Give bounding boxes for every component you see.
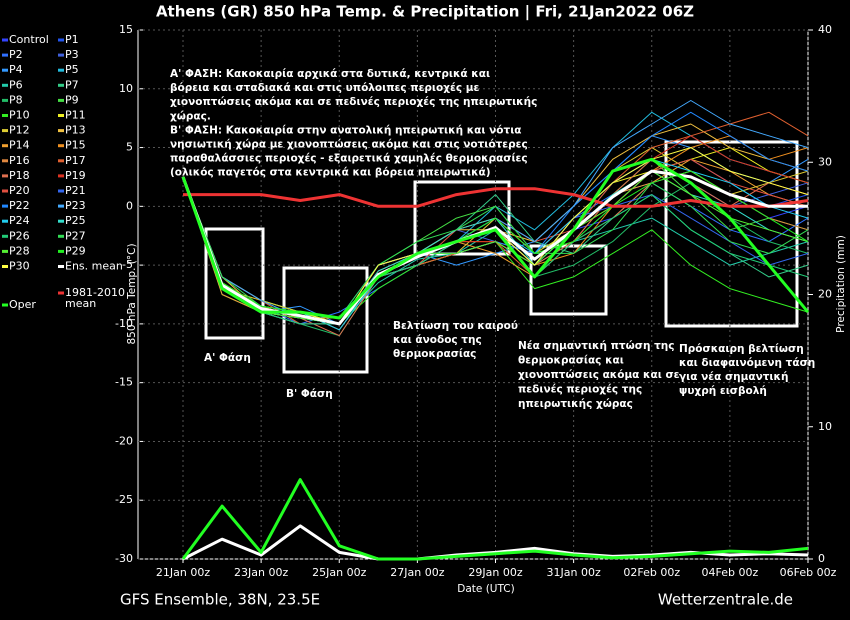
y-axis-label: 850 hPa Temp. (°C) xyxy=(126,243,138,344)
legend-label: P11 xyxy=(65,109,86,122)
chart-title: Athens (GR) 850 hPa Temp. & Precipitatio… xyxy=(156,3,694,22)
legend-label: P6 xyxy=(9,78,23,91)
annotation: παραθαλάσσιες περιοχές - εξαιρετικά χαμη… xyxy=(170,153,528,165)
x-tick-label: 06Feb 00z xyxy=(780,566,837,579)
legend-label: P2 xyxy=(9,48,23,61)
legend-label: P23 xyxy=(65,199,86,212)
legend-label: P30 xyxy=(9,260,30,273)
legend-label: P17 xyxy=(65,154,86,167)
annotation: χιονοπτώσεις ακόμα και σε πεδινές περιοχ… xyxy=(170,96,537,108)
footer-right: Wetterzentrale.de xyxy=(658,591,793,609)
annotation: και άνοδος της xyxy=(393,334,482,346)
legend-label: P13 xyxy=(65,124,86,137)
y2-axis-label: Precipitation (mm) xyxy=(835,235,847,333)
legend-label: P7 xyxy=(65,78,79,91)
legend-label: P14 xyxy=(9,139,30,152)
annotation: Β' ΦΑΣΗ: Κακοκαιρία στην ανατολική ηπειρ… xyxy=(170,124,522,136)
y2-tick-label: 10 xyxy=(818,420,832,433)
main-line xyxy=(181,157,810,320)
annotation: χιονοπτώσεις ακόμα και σε xyxy=(518,369,680,381)
annotation: Πρόσκαιρη βελτίωση xyxy=(679,343,804,355)
precip-line xyxy=(181,478,809,561)
legend-label: P10 xyxy=(9,109,30,122)
annotation: ηπειρωτικής χώρας xyxy=(518,398,633,410)
y-tick-label: 0 xyxy=(126,199,133,212)
legend-label: Control xyxy=(9,33,49,46)
legend-label: P3 xyxy=(65,48,79,61)
legend-label: P21 xyxy=(65,184,86,197)
climate-line xyxy=(183,187,809,208)
legend-label: P1 xyxy=(65,33,79,46)
y-tick-label: -15 xyxy=(115,376,133,389)
annotation: Α' ΦΑΣΗ: Κακοκαιρία αρχικά στα δυτικά, κ… xyxy=(170,68,490,80)
legend-label: 1981-2010 xyxy=(65,286,125,299)
member-line xyxy=(182,170,809,325)
annotation: ψυχρή εισβολή xyxy=(679,385,767,397)
legend-label: Ens. mean xyxy=(65,260,123,273)
annotation: (ολικός παγετός στα κεντρικά και βόρεια … xyxy=(170,167,491,179)
legend-label: P15 xyxy=(65,139,86,152)
y2-tick-label: 40 xyxy=(818,23,832,36)
box xyxy=(664,140,799,328)
footer-left: GFS Ensemble, 38N, 23.5E xyxy=(120,591,320,609)
box xyxy=(413,180,511,256)
annotation: θερμοκρασίας και xyxy=(518,355,624,367)
legend-label: P4 xyxy=(9,63,23,76)
legend-label: Oper xyxy=(9,298,36,311)
annotation: χώρας. xyxy=(170,110,211,122)
x-tick-label: 21Jan 00z xyxy=(156,566,210,579)
legend-label: P18 xyxy=(9,169,30,182)
x-tick-label: 02Feb 00z xyxy=(623,566,680,579)
legend-label: P27 xyxy=(65,229,86,242)
y-tick-label: -30 xyxy=(115,552,133,565)
y-tick-label: 5 xyxy=(126,141,133,154)
legend-label: P12 xyxy=(9,124,30,137)
y-tick-label: -20 xyxy=(115,434,133,447)
legend-label: P20 xyxy=(9,184,30,197)
annotation: βόρεια και σταδιακά και στις υπόλοιπες π… xyxy=(170,82,479,94)
x-axis-label: Date (UTC) xyxy=(457,583,514,595)
y2-tick-label: 20 xyxy=(818,288,832,301)
legend-label: P22 xyxy=(9,199,30,212)
annotation: και διαφαινόμενη τάση xyxy=(679,357,815,369)
legend-label: P8 xyxy=(9,93,23,106)
x-tick-label: 25Jan 00z xyxy=(312,566,366,579)
y-tick-label: 10 xyxy=(119,82,133,95)
legend-label: P28 xyxy=(9,244,30,257)
x-tick-label: 04Feb 00z xyxy=(702,566,759,579)
y-tick-label: -5 xyxy=(122,258,133,271)
annotation: Β' Φάση xyxy=(286,388,333,400)
legend-label: P29 xyxy=(65,244,86,257)
annotation: για νέα σημαντική xyxy=(679,371,788,383)
annotation: πεδινές περιοχές της xyxy=(518,384,642,396)
legend-label: mean xyxy=(65,297,96,310)
legend-label: P16 xyxy=(9,154,30,167)
highlight-boxes xyxy=(204,140,799,374)
y-tick-label: 15 xyxy=(119,23,133,36)
x-tick-label: 27Jan 00z xyxy=(390,566,444,579)
legend-label: P9 xyxy=(65,93,79,106)
box xyxy=(282,266,369,374)
x-tick-label: 31Jan 00z xyxy=(547,566,601,579)
y2-tick-label: 30 xyxy=(818,155,832,168)
x-tick-label: 23Jan 00z xyxy=(234,566,288,579)
legend-label: P19 xyxy=(65,169,86,182)
legend-label: P26 xyxy=(9,229,30,242)
x-tick-label: 29Jan 00z xyxy=(468,566,522,579)
annotation: Α' Φάση xyxy=(204,352,251,364)
y-tick-label: -25 xyxy=(115,493,133,506)
annotation: θερμοκρασίας xyxy=(393,348,476,360)
legend-label: P5 xyxy=(65,63,79,76)
annotation: Νέα σημαντική πτώση της xyxy=(518,340,674,352)
legend-label: P25 xyxy=(65,214,86,227)
y-tick-label: -10 xyxy=(115,317,133,330)
legend-label: P24 xyxy=(9,214,30,227)
y2-tick-label: 0 xyxy=(818,552,825,565)
annotation: νησιωτική χώρα με χιονοπτώσεις ακόμα και… xyxy=(170,139,528,151)
box xyxy=(204,227,265,340)
annotation: Βελτίωση του καιρού xyxy=(393,320,518,332)
